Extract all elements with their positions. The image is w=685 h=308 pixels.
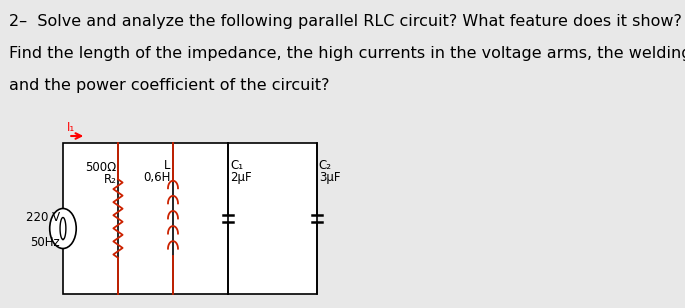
Text: 0,6H: 0,6H (143, 171, 171, 184)
FancyBboxPatch shape (63, 143, 317, 294)
Text: I₁: I₁ (67, 121, 75, 134)
Text: Find the length of the impedance, the high currents in the voltage arms, the wel: Find the length of the impedance, the hi… (10, 46, 685, 61)
Circle shape (50, 209, 76, 249)
Text: C₁: C₁ (230, 159, 243, 172)
Text: L: L (164, 159, 171, 172)
Text: R₂: R₂ (104, 173, 116, 186)
Text: 2μF: 2μF (230, 171, 251, 184)
Text: 2–  Solve and analyze the following parallel RLC circuit? What feature does it s: 2– Solve and analyze the following paral… (10, 14, 682, 29)
Text: and the power coefficient of the circuit?: and the power coefficient of the circuit… (10, 78, 329, 93)
Text: C₂: C₂ (319, 159, 332, 172)
Text: 3μF: 3μF (319, 171, 340, 184)
Text: 220 V: 220 V (25, 210, 60, 224)
Text: 50Hz: 50Hz (30, 236, 60, 249)
Text: 500Ω: 500Ω (86, 161, 116, 174)
